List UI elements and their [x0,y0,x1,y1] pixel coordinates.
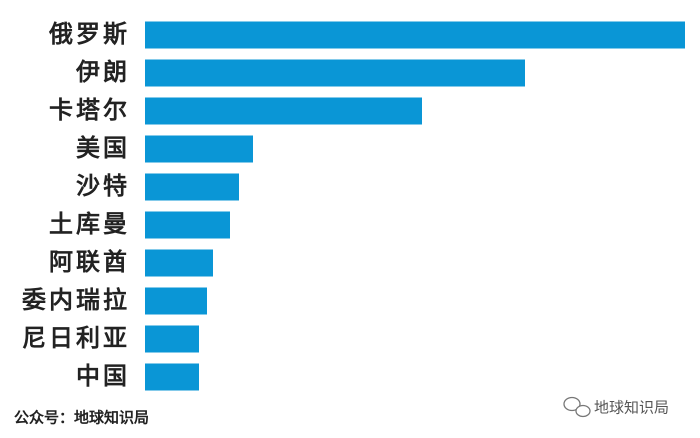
bar [145,363,199,391]
source-note: 公众号：地球知识局 [14,409,149,427]
bar [145,97,422,125]
y-tick-label: 中国 [76,362,130,390]
y-tick-label: 卡塔尔 [49,96,130,124]
bar [145,249,213,277]
y-tick-label: 委内瑞拉 [21,286,130,314]
y-tick-label: 伊朗 [75,58,130,86]
bar [145,211,230,239]
bar [145,135,253,163]
watermark-icon [563,396,591,418]
bar [145,21,685,49]
bar [145,173,239,201]
bar [145,59,525,87]
y-tick-label: 土库曼 [49,210,130,238]
bar [145,325,199,353]
bar [145,287,207,315]
y-tick-label: 美国 [76,134,130,162]
y-tick-label: 沙特 [76,172,130,200]
y-tick-label: 俄罗斯 [48,20,130,48]
y-tick-label: 阿联酋 [49,248,130,276]
y-tick-label: 尼日利亚 [22,324,130,352]
watermark: 地球知识局 [594,399,669,417]
